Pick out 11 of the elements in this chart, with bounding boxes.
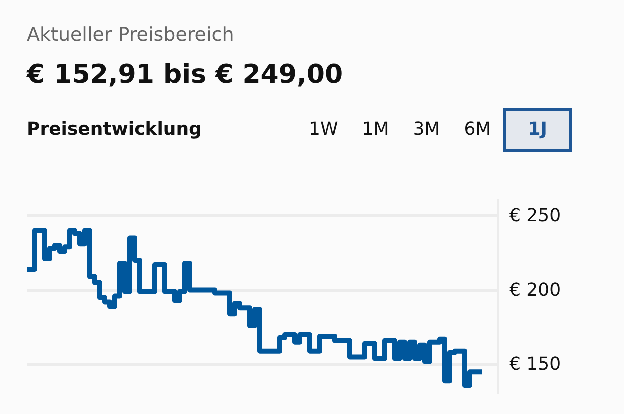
chart-title: Aktueller Preisbereich <box>27 23 236 48</box>
text: 6M <box>463 118 492 142</box>
text: Preisentwicklung <box>27 118 203 142</box>
text: 1W <box>308 118 340 142</box>
text: 1J <box>503 108 572 152</box>
y-tick-label: € 200 <box>510 280 562 301</box>
text: 3M <box>412 118 442 142</box>
y-tick-label: € 150 <box>510 354 562 376</box>
chart-subtitle: € 152,91 bis € 249,00 <box>27 59 344 92</box>
y-tick-label: € 250 <box>510 205 562 226</box>
text: 1M <box>361 118 390 142</box>
